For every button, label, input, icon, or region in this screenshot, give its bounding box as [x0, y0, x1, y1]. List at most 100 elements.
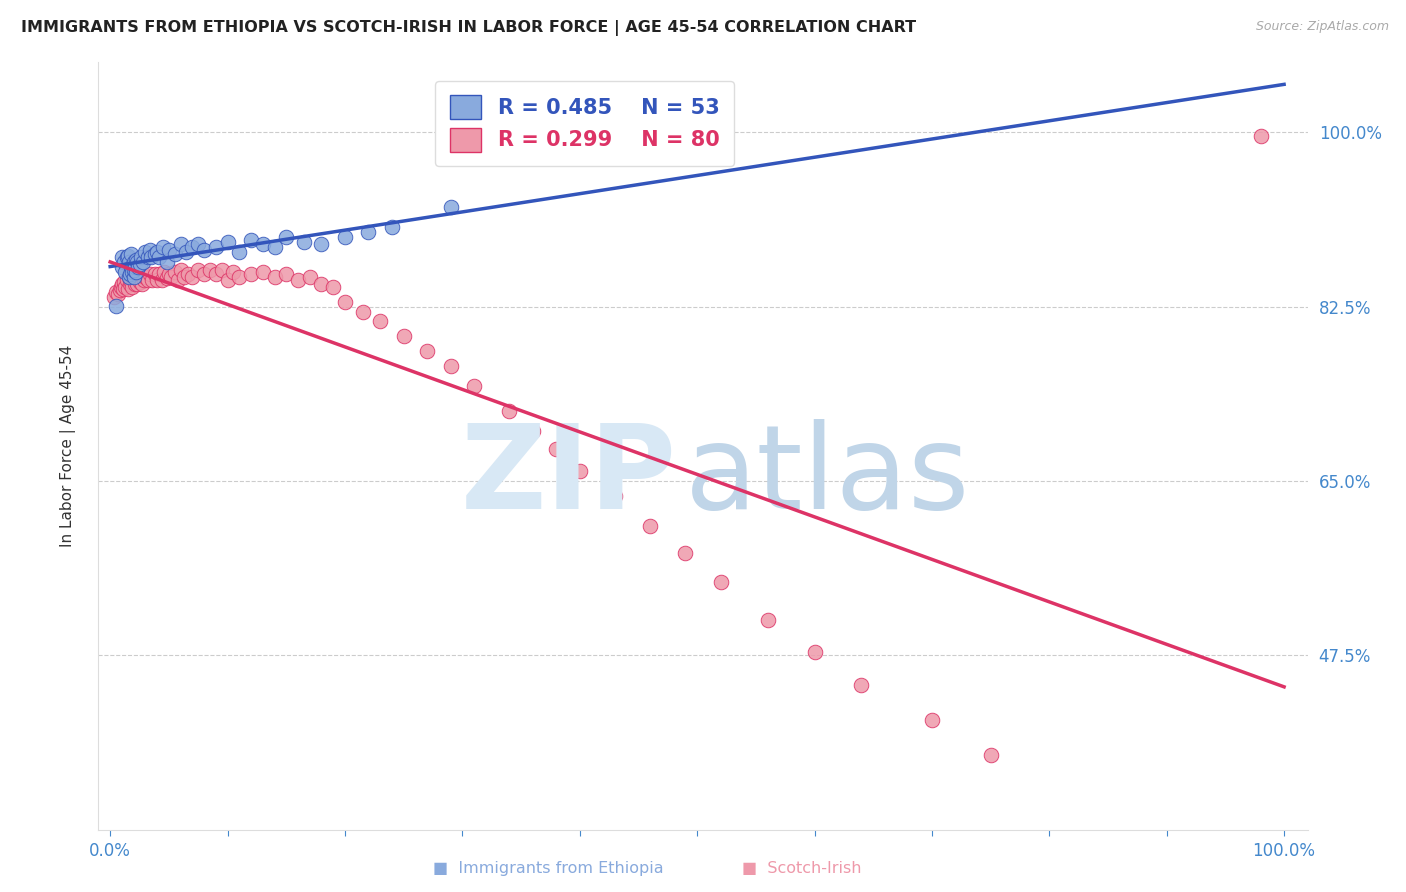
Point — [128, 257, 150, 271]
Point — [111, 277, 134, 291]
Point — [333, 229, 356, 244]
Point — [115, 272, 138, 286]
Text: ZIP: ZIP — [460, 419, 676, 534]
Point — [117, 249, 139, 263]
Point — [120, 260, 142, 274]
Point — [122, 269, 145, 284]
Point — [416, 344, 439, 359]
Point — [146, 244, 169, 259]
Point — [163, 265, 186, 279]
Point — [217, 272, 239, 286]
Point — [228, 244, 250, 259]
Point — [155, 254, 177, 268]
Point — [134, 244, 156, 259]
Point — [851, 678, 873, 692]
Point — [803, 645, 825, 659]
Point — [198, 262, 221, 277]
Point — [107, 286, 129, 301]
Point — [122, 254, 145, 268]
Point — [112, 275, 135, 289]
Point — [181, 240, 204, 254]
Point — [132, 267, 155, 281]
Point — [568, 464, 591, 478]
Point — [603, 489, 626, 503]
Point — [392, 329, 415, 343]
Point — [921, 713, 943, 727]
Point — [118, 254, 141, 268]
Point — [187, 262, 209, 277]
Point — [141, 272, 163, 286]
Point — [121, 265, 143, 279]
Point — [169, 262, 191, 277]
Point — [129, 269, 152, 284]
Point — [111, 260, 134, 274]
Point — [240, 267, 263, 281]
Point — [124, 277, 146, 291]
Point — [756, 613, 779, 627]
Point — [439, 359, 461, 374]
Point — [263, 269, 285, 284]
Point — [292, 235, 315, 249]
Point — [710, 575, 733, 590]
Point — [157, 243, 180, 257]
Point — [112, 254, 135, 268]
Y-axis label: In Labor Force | Age 45-54: In Labor Force | Age 45-54 — [60, 345, 76, 547]
Point — [463, 379, 485, 393]
Point — [352, 304, 374, 318]
Point — [143, 267, 166, 281]
Point — [127, 260, 149, 274]
Point — [148, 267, 170, 281]
Point — [125, 265, 148, 279]
Point — [136, 272, 159, 286]
Point — [522, 424, 544, 438]
Point — [125, 270, 148, 285]
Point — [134, 269, 156, 284]
Point — [132, 254, 155, 268]
Point — [120, 267, 142, 281]
Point — [139, 243, 162, 257]
Point — [157, 267, 180, 281]
Point — [131, 277, 153, 291]
Point — [122, 272, 145, 286]
Point — [120, 246, 142, 260]
Point — [153, 265, 176, 279]
Point — [311, 277, 333, 291]
Point — [112, 282, 135, 296]
Point — [127, 270, 149, 285]
Text: ■  Immigrants from Ethiopia: ■ Immigrants from Ethiopia — [433, 861, 664, 876]
Point — [187, 236, 209, 251]
Point — [193, 267, 215, 281]
Point — [173, 269, 195, 284]
Point — [127, 254, 149, 268]
Point — [160, 269, 183, 284]
Point — [141, 250, 163, 264]
Point — [673, 546, 696, 560]
Point — [204, 267, 226, 281]
Point — [121, 279, 143, 293]
Point — [287, 272, 309, 286]
Point — [167, 272, 190, 286]
Point — [1250, 129, 1272, 144]
Point — [169, 236, 191, 251]
Point — [146, 272, 169, 286]
Point — [263, 240, 285, 254]
Text: ■  Scotch-Irish: ■ Scotch-Irish — [742, 861, 860, 876]
Point — [134, 272, 156, 286]
Point — [108, 283, 131, 297]
Point — [240, 233, 263, 247]
Point — [114, 279, 136, 293]
Point — [333, 294, 356, 309]
Point — [155, 270, 177, 285]
Point — [114, 265, 136, 279]
Point — [122, 262, 145, 277]
Point — [103, 289, 125, 303]
Point — [125, 252, 148, 267]
Point — [105, 299, 128, 313]
Point — [276, 267, 298, 281]
Text: atlas: atlas — [685, 419, 970, 534]
Point — [124, 260, 146, 274]
Point — [127, 277, 149, 291]
Point — [176, 267, 198, 281]
Point — [311, 236, 333, 251]
Point — [322, 279, 344, 293]
